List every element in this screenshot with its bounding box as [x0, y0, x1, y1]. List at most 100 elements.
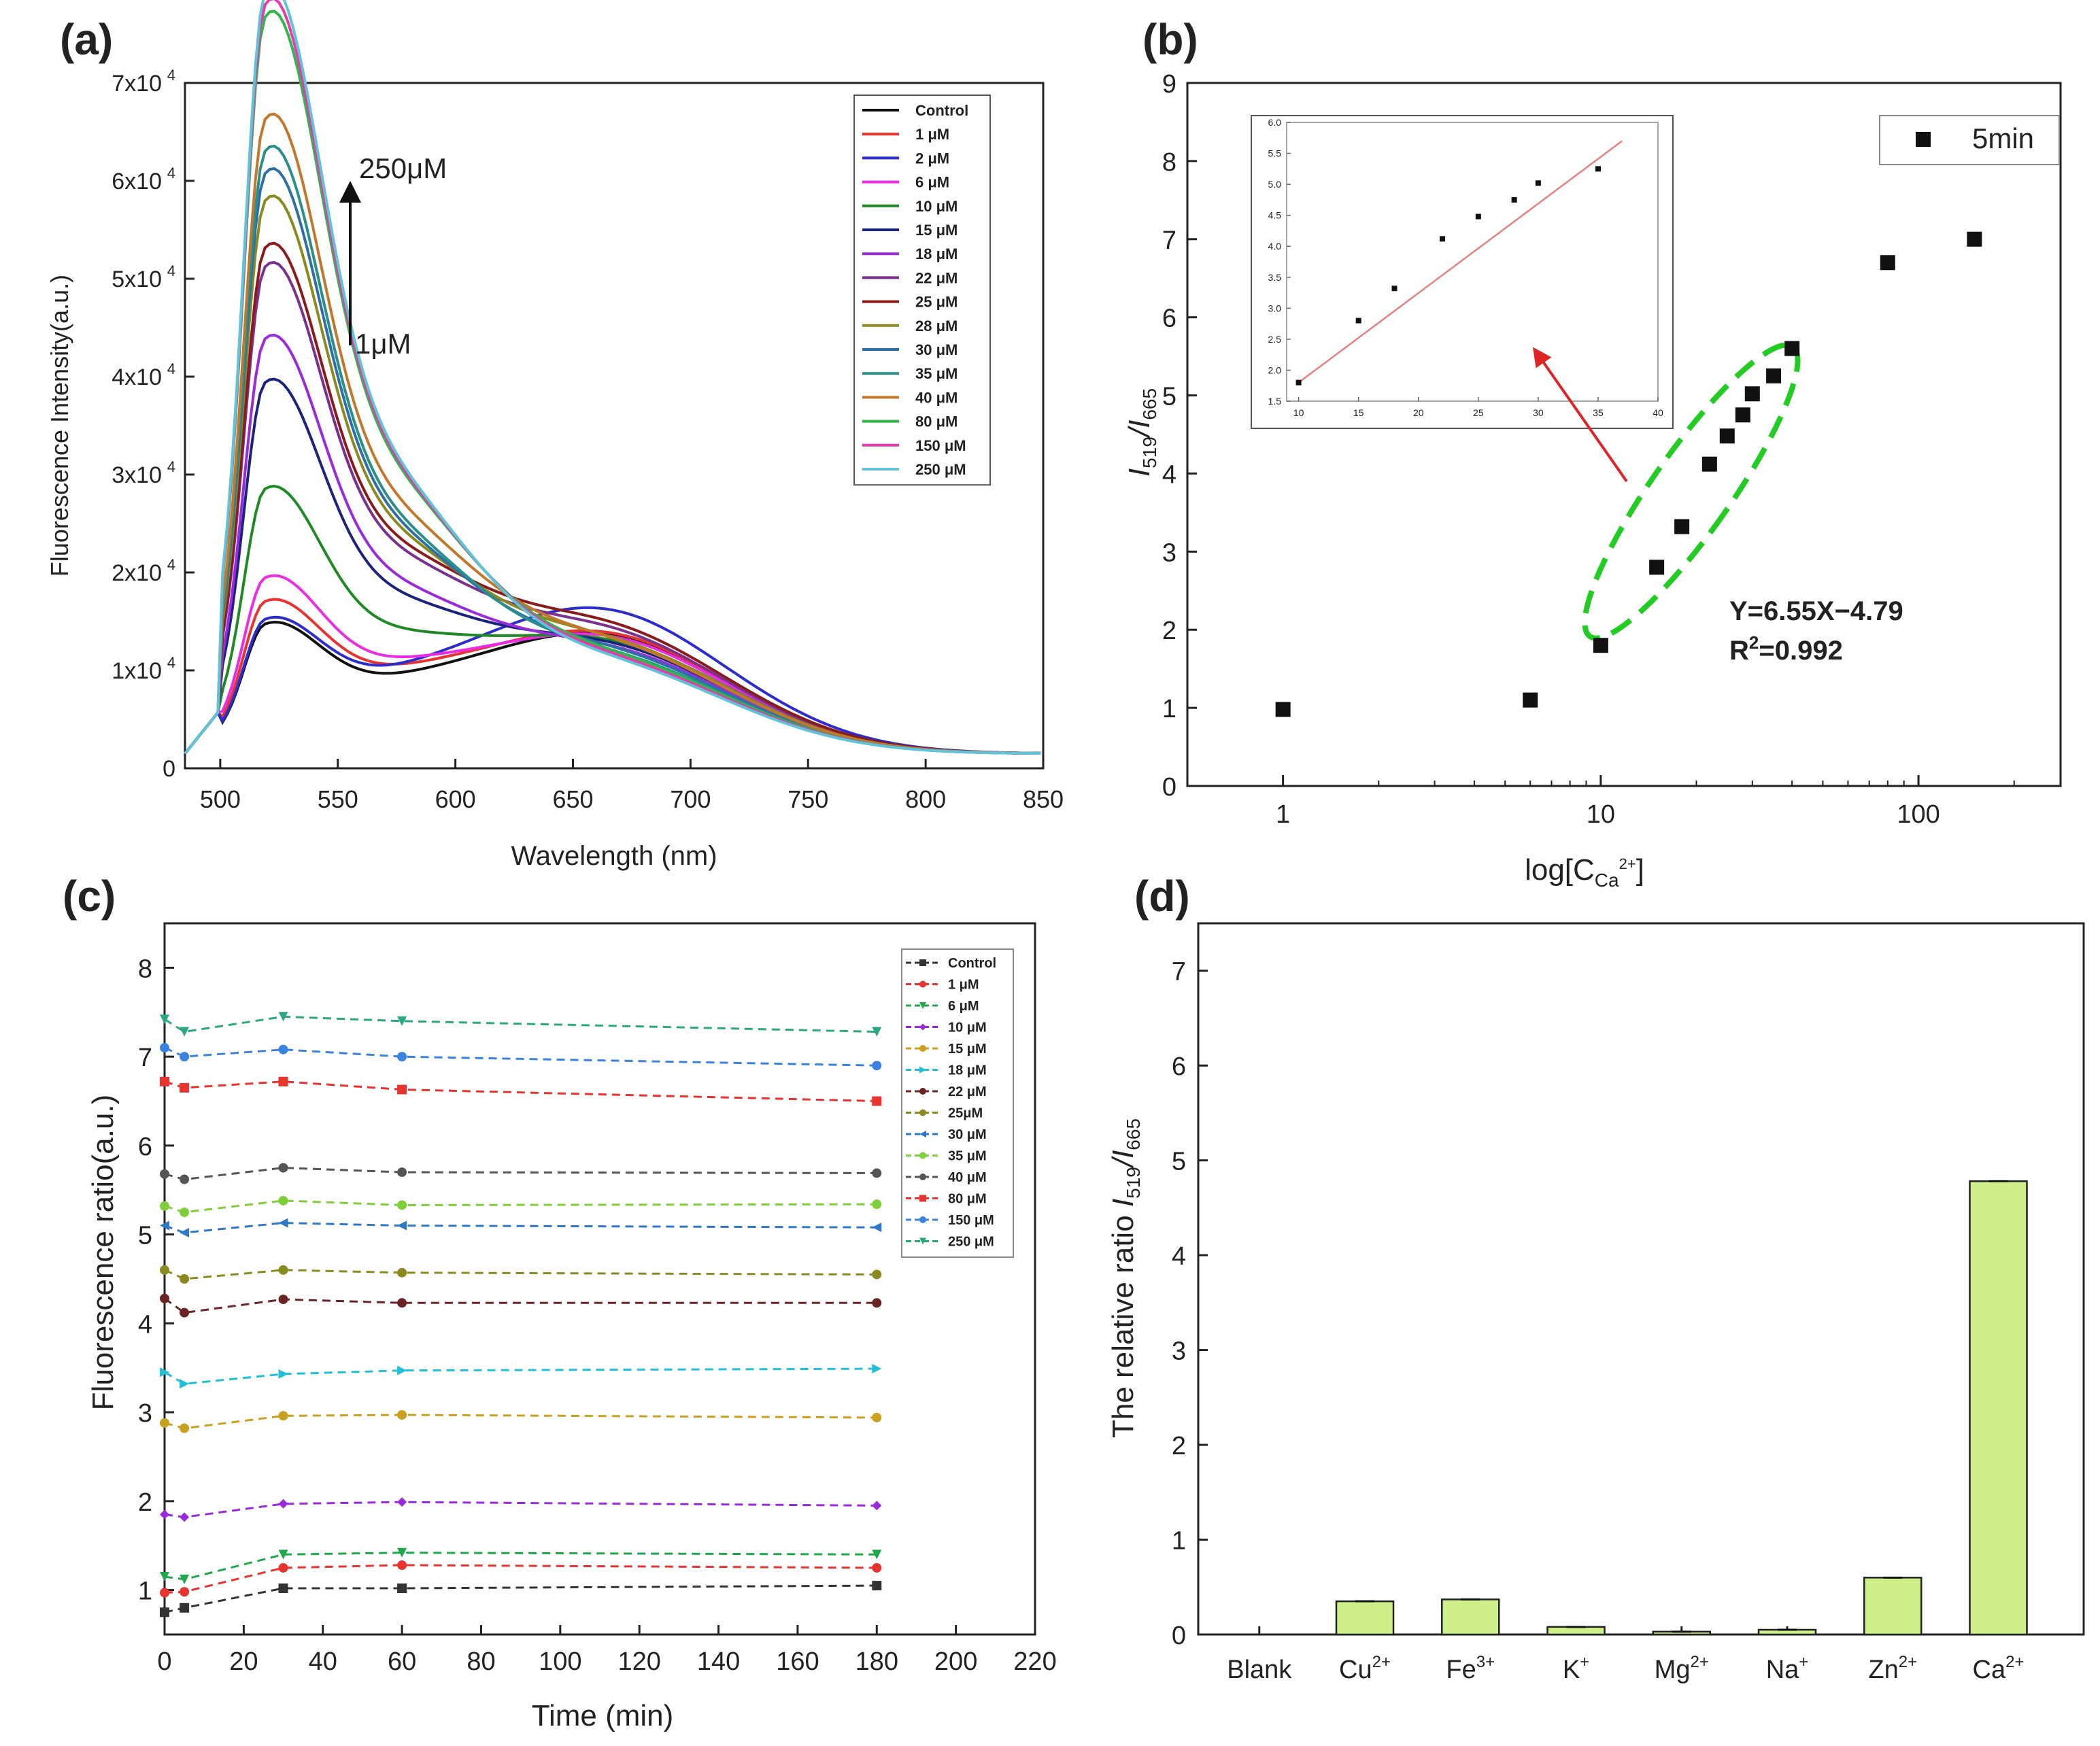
y-tick-label-b: 6 [1162, 305, 1176, 333]
y-axis-label-d: The relative ratio I519/I665 [1106, 1118, 1144, 1438]
linear-range-ellipse [1582, 342, 1801, 641]
legend-label-c: 150 μM [948, 1213, 994, 1228]
category-charge: 2+ [1899, 1653, 1917, 1671]
x-tick-label-c: 140 [697, 1647, 740, 1676]
bar [1546, 1626, 1606, 1636]
series-line [164, 1552, 877, 1581]
y-tick-label-c: 6 [138, 1133, 152, 1161]
y-tick-label-a: 4x10 [112, 364, 162, 390]
legend-label-a: 18 μM [915, 245, 958, 262]
legend-label-a: 6 μM [915, 174, 949, 191]
data-point [1649, 560, 1665, 575]
y-tick-label-a: 2x10 [112, 560, 162, 586]
marker-hexagon [919, 1109, 926, 1116]
legend-label-a: Control [915, 102, 968, 119]
category-base: Fe [1446, 1656, 1476, 1684]
category-label-d: Cu2+ [1339, 1653, 1391, 1684]
marker-circle [919, 1088, 926, 1095]
category-charge: + [1580, 1653, 1589, 1671]
x-tick-label-b: 10 [1587, 800, 1615, 829]
legend-label-c: 80 μM [948, 1192, 987, 1207]
legend-label-a: 80 μM [915, 413, 958, 430]
category-label-d: Mg2+ [1655, 1653, 1709, 1684]
marker-circle [919, 980, 926, 988]
y-tick-label-b: 5 [1162, 383, 1176, 411]
legend-label-a: 2 μM [915, 150, 949, 167]
marker-square [919, 1195, 926, 1202]
y-tick-exponent-a: 4 [167, 262, 175, 279]
marker-pentagon [160, 1418, 169, 1428]
category-label-d: Na+ [1766, 1653, 1809, 1684]
legend-label-a: 30 μM [915, 341, 958, 358]
legend-label-c: 15 μM [948, 1042, 987, 1057]
y-tick-label-a: 1x10 [112, 658, 162, 684]
panel-c-chart: 0 20 40 60 80 100 120 140 160 180 200 220 1 2 3 4 5 6 7 8 T… [86, 922, 1057, 1732]
category-charge: + [1799, 1653, 1808, 1671]
marker-square [160, 1607, 169, 1617]
inset-frame [1251, 115, 1674, 429]
x-tick-label-b: 1 [1276, 800, 1290, 829]
x-tick-label-c: 40 [309, 1647, 337, 1676]
annotation-1uM: 1μM [355, 328, 411, 360]
x-tick-label-c: 120 [617, 1647, 660, 1676]
y-tick-label-b: 8 [1162, 148, 1176, 177]
x-tick-label-a: 800 [905, 785, 946, 813]
legend-label-c: 30 μM [948, 1127, 987, 1142]
x-tick-label-c: 220 [1013, 1647, 1056, 1676]
inset-y-tick-label: 1.5 [1268, 396, 1282, 407]
marker-triangle-right [919, 1066, 926, 1074]
y-tick-label-b: 9 [1162, 70, 1176, 99]
marker-diamond [919, 1023, 926, 1031]
legend-label-a: 35 μM [915, 365, 958, 382]
marker-triangle-down [397, 1016, 407, 1026]
series-line [164, 1501, 877, 1518]
legend-label-c: 25μM [948, 1106, 983, 1121]
x-tick-label-b: 100 [1897, 800, 1940, 829]
category-charge: 2+ [1690, 1653, 1708, 1671]
y-tick-label-a: 5x10 [112, 267, 162, 292]
inset-data-point [1511, 196, 1517, 203]
marker-square [919, 959, 926, 966]
marker-pentagon [872, 1412, 882, 1422]
marker-hexagon [160, 1265, 169, 1275]
y-tick-label-c: 1 [138, 1577, 152, 1606]
marker-circle [180, 1052, 190, 1062]
marker-diamond [397, 1497, 407, 1507]
series-line [164, 1080, 877, 1102]
annotation-250uM: 250μM [359, 152, 447, 184]
legend-label-c: 18 μM [948, 1063, 987, 1078]
y-tick-label-c: 5 [138, 1222, 152, 1250]
inset-fit-line [1298, 140, 1623, 383]
legend-label-a: 25 μM [915, 294, 958, 311]
y-tick-label-c: 2 [138, 1488, 152, 1517]
spectrum-line [184, 0, 1041, 755]
y-tick-label-d: 5 [1172, 1148, 1186, 1176]
series-line [164, 1414, 877, 1430]
inset-y-tick-label: 3.0 [1268, 303, 1282, 313]
marker-circle [278, 1562, 288, 1573]
marker-star [160, 1169, 169, 1179]
spectrum-line [184, 574, 1041, 755]
marker-circle [180, 1307, 190, 1318]
legend-label-a: 10 μM [915, 198, 958, 215]
plot-frame-d [1197, 922, 2085, 1636]
marker-triangle-down [278, 1012, 288, 1022]
plot-frame-b [1186, 82, 2062, 787]
legend-label-c: 22 μM [948, 1084, 987, 1099]
x-tick-label-c: 180 [856, 1647, 898, 1676]
legend-label-c: 6 μM [948, 999, 979, 1014]
series-line [164, 1167, 877, 1181]
inset-x-tick-label: 20 [1413, 407, 1424, 418]
y-tick-label-b: 3 [1162, 538, 1176, 567]
marker-star [872, 1168, 882, 1178]
inset-y-tick-label: 2.5 [1268, 334, 1282, 345]
x-tick-label-a: 750 [788, 785, 828, 813]
legend-label-a: 40 μM [915, 389, 958, 406]
legend-label-c: Control [948, 956, 996, 971]
series-line [164, 1046, 877, 1067]
legend-c: Control 1 μM 6 μM 10 μM 15 μM 18 μM 22 μM 25μM 3… [901, 948, 1014, 1258]
marker-triangle-left [180, 1228, 190, 1238]
legend-label-a: 250 μM [915, 461, 966, 478]
plot-frame-a [184, 82, 1045, 770]
data-point [1719, 428, 1735, 444]
